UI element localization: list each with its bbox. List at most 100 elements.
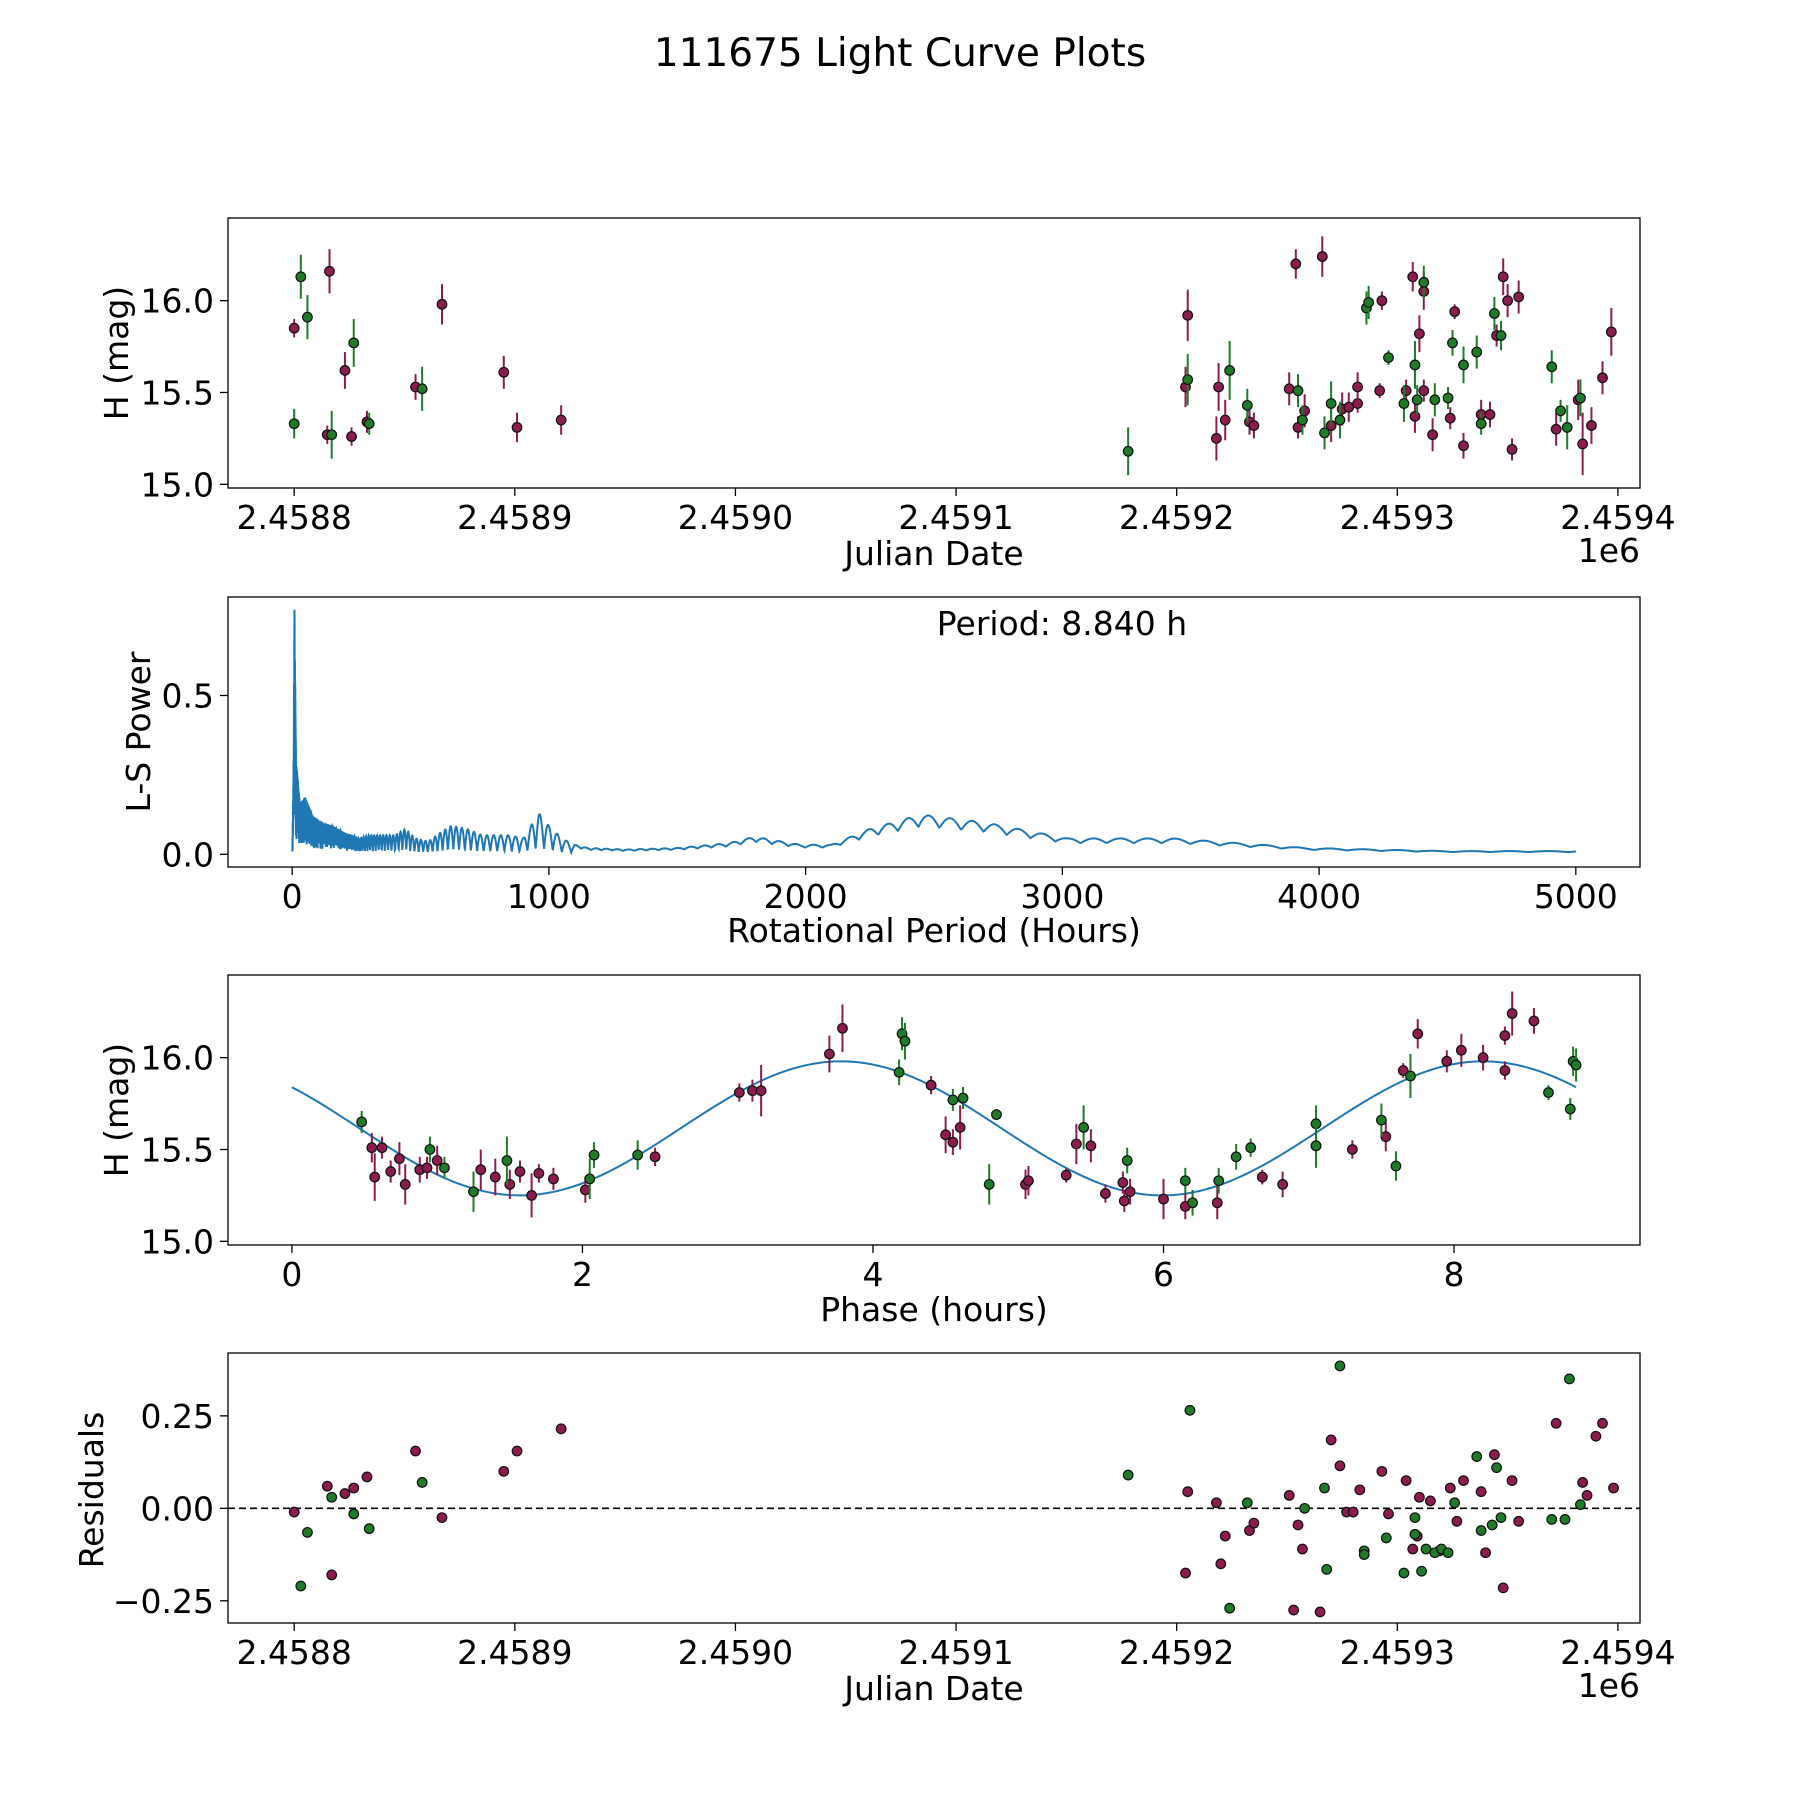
phased-point-g <box>1078 1122 1090 1133</box>
residuals-x-offset: 1e6 <box>1578 1666 1640 1705</box>
lightcurve-point-g <box>295 271 307 283</box>
residuals-point-g <box>1299 1502 1311 1514</box>
residuals-xtick-label: 2.4594 <box>1560 1633 1675 1672</box>
residuals-ytick-label: 0.00 <box>141 1489 214 1528</box>
residuals-xlabel: Julian Date <box>842 1669 1024 1708</box>
lightcurve-xlabel: Julian Date <box>842 534 1024 573</box>
lightcurve-point-r <box>1374 385 1386 397</box>
lightcurve-ytick-label: 16.0 <box>141 282 214 321</box>
phased-point-r <box>1124 1186 1136 1198</box>
phased-point-r <box>526 1190 538 1201</box>
residuals-xtick-label: 2.4592 <box>1119 1633 1234 1672</box>
residuals-point-r <box>1488 1449 1500 1461</box>
lightcurve-point-r <box>1290 258 1302 270</box>
phased-point-g <box>899 1035 911 1047</box>
lightcurve-axes-frame <box>227 217 1641 489</box>
phased-point-r <box>475 1164 487 1176</box>
residuals-point-g <box>1416 1565 1427 1577</box>
residuals-point-g <box>1358 1549 1370 1560</box>
lightcurve-point-r <box>1513 291 1525 303</box>
phased-point-g <box>1390 1160 1402 1172</box>
phased-point-g <box>1213 1175 1225 1187</box>
lightcurve-point-g <box>1555 405 1566 417</box>
phased-point-g <box>957 1092 969 1104</box>
lightcurve-point-r <box>1605 326 1617 338</box>
residuals-point-r <box>1480 1547 1491 1559</box>
lightcurve-point-g <box>1325 398 1337 409</box>
lightcurve-point-r <box>1213 381 1225 393</box>
phased-xtick-label: 0 <box>281 1255 302 1294</box>
residuals-point-r <box>1597 1417 1608 1429</box>
residuals-point-r <box>436 1512 448 1523</box>
phased-xtick-label: 2 <box>572 1255 593 1294</box>
phased-point-g <box>468 1186 479 1198</box>
lightcurve-point-g <box>1429 394 1441 406</box>
residuals-point-r <box>1248 1517 1260 1529</box>
periodogram-xtick-label: 3000 <box>1020 877 1104 916</box>
lightcurve-ytick-label: 15.0 <box>141 465 214 504</box>
residuals-point-r <box>1210 1497 1222 1509</box>
residuals-point-g <box>1321 1563 1333 1575</box>
phased-point-r <box>1412 1028 1424 1040</box>
phased-point-r <box>1158 1193 1169 1205</box>
residuals-point-g <box>1559 1514 1571 1525</box>
lightcurve-point-r <box>288 322 300 334</box>
lightcurve-point-g <box>1383 352 1394 363</box>
phased-point-r <box>1528 1015 1540 1027</box>
phased-point-r <box>1477 1052 1489 1064</box>
lightcurve-point-r <box>555 414 567 426</box>
residuals-point-r <box>1182 1486 1194 1498</box>
residuals-point-r <box>1376 1465 1388 1477</box>
phased-point-r <box>1397 1065 1409 1076</box>
phased-point-r <box>1023 1175 1034 1187</box>
residuals-marks <box>228 1360 1640 1618</box>
phased-point-g <box>1230 1151 1242 1163</box>
residuals-point-r <box>1297 1543 1308 1555</box>
periodogram-panel: 0 1000 2000 3000 4000 5000 0.0 0.5 Period: 8.84… <box>119 596 1641 950</box>
residuals-panel: 2.4588 2.4589 2.4590 2.4591 2.4592 2.4593 2.45… <box>72 1352 1676 1708</box>
lightcurve-point-g <box>1458 359 1469 371</box>
lightcurve-point-r <box>1407 271 1419 283</box>
phased-point-r <box>1085 1140 1097 1152</box>
residuals-point-r <box>1354 1484 1366 1496</box>
phased-ytick-label: 15.5 <box>141 1130 214 1169</box>
lightcurve-point-g <box>326 429 338 441</box>
residuals-point-g <box>1319 1482 1330 1494</box>
periodogram-xtick-label: 0 <box>282 877 303 916</box>
phased-point-g <box>947 1094 959 1106</box>
lightcurve-xtick-label: 2.4591 <box>898 498 1013 537</box>
residuals-point-r <box>555 1423 567 1435</box>
phased-point-r <box>1256 1171 1268 1183</box>
lightcurve-point-r <box>1316 251 1328 262</box>
phased-point-r <box>1070 1138 1082 1150</box>
phased-xtick-label: 4 <box>862 1255 883 1294</box>
lightcurve-xtick-label: 2.4589 <box>457 498 572 537</box>
phased-point-r <box>399 1178 411 1190</box>
lightcurve-xtick-label: 2.4590 <box>678 498 793 537</box>
lightcurve-point-g <box>288 418 300 430</box>
residuals-point-g <box>363 1523 375 1535</box>
phased-xtick-label: 8 <box>1444 1255 1465 1294</box>
periodogram-xtick-label: 2000 <box>764 877 848 916</box>
residuals-point-g <box>1420 1543 1432 1555</box>
lightcurve-point-g <box>1411 394 1423 406</box>
periodogram-xlabel: Rotational Period (Hours) <box>727 911 1141 950</box>
phased-point-g <box>1187 1197 1198 1209</box>
phased-ytick-label: 15.0 <box>141 1222 214 1261</box>
lightcurve-marks <box>288 236 1617 476</box>
lightcurve-point-g <box>1241 399 1253 411</box>
lightcurve-point-r <box>1413 328 1425 340</box>
residuals-point-r <box>1288 1604 1300 1616</box>
residuals-point-r <box>339 1488 351 1499</box>
lightcurve-point-g <box>416 383 428 395</box>
residuals-point-r <box>1458 1475 1469 1487</box>
lightcurve-point-g <box>1319 427 1330 439</box>
phased-point-r <box>1506 1008 1518 1019</box>
residuals-point-r <box>511 1445 523 1457</box>
residuals-xtick-label: 2.4590 <box>678 1633 793 1672</box>
residuals-point-r <box>1581 1489 1593 1501</box>
phased-point-r <box>954 1122 966 1133</box>
periodogram-xtick-label: 5000 <box>1534 877 1618 916</box>
residuals-point-r <box>1180 1567 1191 1579</box>
